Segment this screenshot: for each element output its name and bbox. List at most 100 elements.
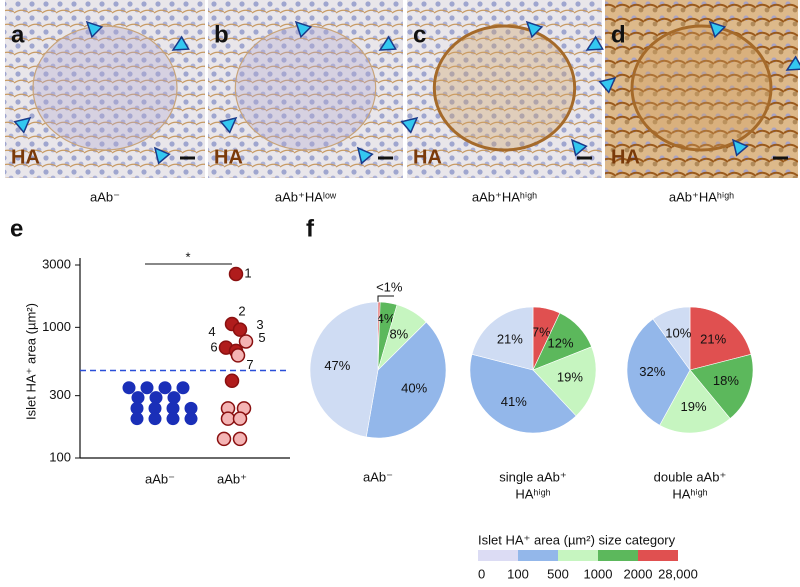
legend-bound: 100 xyxy=(507,566,529,581)
data-point xyxy=(148,401,162,415)
arrowhead xyxy=(13,116,32,134)
data-point xyxy=(158,381,172,395)
data-point xyxy=(216,431,232,447)
data-point xyxy=(232,322,248,337)
panel-letter: e xyxy=(10,215,23,242)
point-label: 1 xyxy=(244,265,251,280)
caption: aAb⁺HAˡᵒʷ xyxy=(275,189,337,204)
point-label: 6 xyxy=(210,339,217,354)
data-point xyxy=(184,412,198,426)
legend-bound: 2000 xyxy=(624,566,653,581)
caption: aAb⁺HAʰⁱᵍʰ xyxy=(669,189,734,204)
pie-title: HAʰⁱᵍʰ xyxy=(672,486,707,501)
point-label: 7 xyxy=(246,357,253,372)
point-label: 3 xyxy=(256,317,263,332)
arrowhead xyxy=(378,35,397,51)
x-tick-label: aAb⁻ xyxy=(145,471,175,486)
pie-slice xyxy=(659,369,731,434)
data-point xyxy=(230,348,246,363)
slice-label: 10% xyxy=(665,325,691,340)
data-point xyxy=(149,391,163,405)
legend-swatch xyxy=(558,550,598,561)
data-point xyxy=(166,412,180,426)
slice-label: 41% xyxy=(501,394,527,409)
pie-slice xyxy=(626,318,691,426)
point-label: 4 xyxy=(208,324,215,339)
slice-label: 19% xyxy=(681,399,707,414)
slice-label: 12% xyxy=(548,336,574,351)
panel-letter: c xyxy=(413,21,426,48)
data-point xyxy=(130,401,144,415)
x-tick-label: aAb⁺ xyxy=(217,471,247,486)
slice-label: 4% xyxy=(377,311,396,326)
islet xyxy=(630,24,773,152)
panel-letter: d xyxy=(611,21,626,48)
panel-letter: b xyxy=(214,21,229,48)
arrowhead xyxy=(171,35,190,51)
arrowhead xyxy=(356,146,374,165)
data-point xyxy=(228,266,244,282)
pie-slice xyxy=(309,301,379,438)
data-point xyxy=(232,411,248,426)
y-tick-label: 1000 xyxy=(42,319,71,334)
pie-slice xyxy=(469,353,577,434)
islet xyxy=(32,25,178,151)
caption: aAb⁺HAʰⁱᵍʰ xyxy=(472,189,537,204)
legend-bound: 500 xyxy=(547,566,569,581)
label-bracket xyxy=(377,295,394,302)
stain-label: HA xyxy=(413,146,442,168)
pie-slice xyxy=(532,346,597,417)
slice-label: 21% xyxy=(497,332,523,347)
pie-title: HAʰⁱᵍʰ xyxy=(515,486,550,501)
pie-slice xyxy=(689,353,754,419)
y-tick-label: 100 xyxy=(49,449,71,464)
y-axis-label: Islet HA⁺ area (µm²) xyxy=(23,303,38,420)
data-point xyxy=(184,401,198,415)
arrowhead xyxy=(708,20,727,39)
arrowhead xyxy=(731,138,749,157)
arrowhead xyxy=(598,76,617,94)
pie-slice xyxy=(652,306,691,371)
pie-slice xyxy=(689,306,752,371)
micrograph: d HA xyxy=(598,0,800,178)
data-point xyxy=(224,373,240,389)
arrowhead xyxy=(570,138,588,157)
pie-panel: f <1% 4%8% 40% 47% aAb⁻ 7%12% 19% 41% 21% single a… xyxy=(306,215,754,581)
caption: aAb⁻ xyxy=(90,189,120,204)
arrowhead xyxy=(585,35,604,51)
image xyxy=(5,0,205,178)
arrowhead xyxy=(85,20,104,39)
legend-title: Islet HA⁺ area (µm²) size category xyxy=(478,532,676,547)
arrowhead xyxy=(785,55,800,71)
legend-bound: 28,000 xyxy=(658,566,698,581)
micrograph: a HA xyxy=(5,0,205,178)
islet xyxy=(432,24,577,152)
data-point xyxy=(167,391,181,405)
slice-label: 18% xyxy=(713,373,739,388)
pie-title: aAb⁻ xyxy=(363,469,393,484)
slice-label: 19% xyxy=(557,370,583,385)
slice-label: <1% xyxy=(376,279,403,294)
data-point xyxy=(238,334,254,349)
legend-swatch xyxy=(478,550,518,561)
legend-swatch xyxy=(598,550,638,561)
data-point xyxy=(148,412,162,426)
micrograph: c HA xyxy=(400,0,604,178)
panel-letter: a xyxy=(11,21,25,48)
data-point xyxy=(220,411,236,426)
slice-label: 8% xyxy=(389,326,408,341)
arrowhead xyxy=(219,116,238,134)
data-point xyxy=(232,431,248,447)
arrowhead xyxy=(294,20,313,39)
slice-label: 32% xyxy=(639,364,665,379)
slice-label: 21% xyxy=(700,332,726,347)
data-point xyxy=(122,381,136,395)
stain-label: HA xyxy=(11,146,40,168)
y-tick-label: 300 xyxy=(49,387,71,402)
pie-slice xyxy=(365,321,447,439)
point-label: 5 xyxy=(258,330,265,345)
pie-slice xyxy=(471,306,534,371)
image xyxy=(605,0,798,178)
pie-title: single aAb⁺ xyxy=(499,469,567,484)
